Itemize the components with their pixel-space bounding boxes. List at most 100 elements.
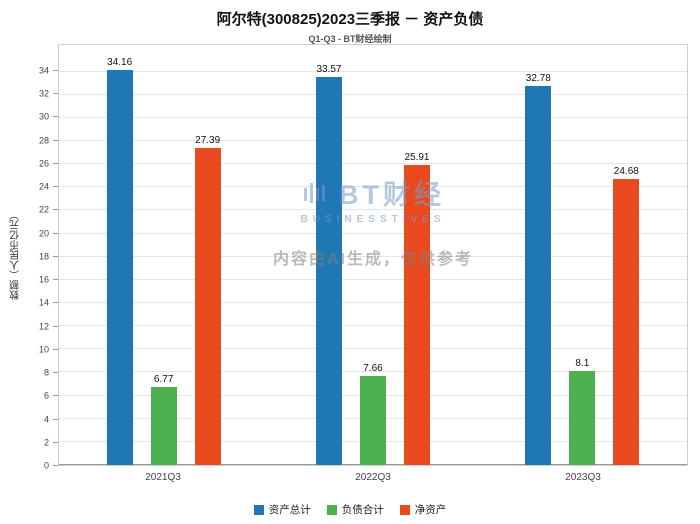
y-tick-mark [53,116,58,118]
bar-wrap: 7.66 [359,45,386,465]
gridline [59,140,687,142]
bar-value-label: 8.1 [575,358,590,370]
y-tick-label: 4 [43,414,49,424]
y-tick-label: 28 [38,135,49,145]
y-tick-mark [53,325,58,327]
y-tick-label: 16 [38,274,49,285]
bar-value-label: 32.78 [525,72,551,84]
chart-subtitle: Q1-Q3 - BT财经绘制 [308,34,392,44]
legend-label: 资产总计 [268,504,311,516]
legend-swatch [326,504,337,515]
gridline [59,302,687,304]
legend: 资产总计 负债合计 净资产 [0,502,700,517]
y-tick-mark [53,302,58,304]
bar-value-label: 27.39 [195,135,221,147]
bar-2021Q3-资产总计 [106,69,133,465]
y-tick-label: 26 [38,158,49,169]
bar-group-2023Q3: 32.78 8.1 24.68 [525,45,640,465]
y-tick-label: 0 [43,460,49,471]
y-tick-mark [53,348,58,350]
y-tick-label: 32 [38,88,49,99]
y-tick-label: 14 [38,297,49,308]
bar-2022Q3-资产总计 [315,76,342,465]
y-tick-mark [53,209,58,211]
bar-value-label: 34.16 [107,56,133,68]
y-tick-mark [53,441,58,443]
legend-item-净资产: 净资产 [399,502,447,517]
gridline [59,278,687,280]
y-tick-label: 10 [38,344,49,355]
gridline [59,371,687,373]
legend-label: 净资产 [414,504,447,516]
y-tick-label: 34 [38,65,49,76]
gridline [59,186,687,188]
y-tick-mark [53,372,58,373]
y-tick-label: 30 [38,111,49,122]
bar-wrap: 25.91 [403,45,430,465]
bar-wrap: 24.68 [613,45,640,465]
bar-groups: 34.16 6.77 27.39 33.57 7.66 25.91 32.78 8.1 24.6… [59,45,687,465]
y-tick-mark [53,186,58,187]
gridline [59,70,687,72]
bar-2021Q3-净资产 [194,148,221,465]
bar-wrap: 34.16 [106,45,133,465]
bar-group-2021Q3: 34.16 6.77 27.39 [106,45,221,465]
x-tick-label: 2022Q3 [355,471,391,483]
y-tick-mark [53,139,58,141]
legend-item-资产总计: 资产总计 [253,502,311,517]
bar-value-label: 6.77 [153,373,174,385]
y-tick-mark [53,93,58,94]
y-tick-label: 22 [38,204,49,215]
gridline [59,232,687,234]
y-tick-mark [53,279,58,280]
bar-group-2022Q3: 33.57 7.66 25.91 [315,45,430,465]
gridline [59,348,687,350]
y-tick-label: 24 [38,181,49,192]
y-tick-label: 6 [43,390,49,401]
chart-area: 数额（人民币亿元） 0 2 4 6 8 10 12 14 16 18 20 22 24 26 28 30 32 3… [8,44,688,488]
y-tick-mark [53,162,58,164]
bar-value-label: 7.66 [363,363,383,375]
bar-wrap: 27.39 [194,45,221,465]
y-tick-mark [53,395,58,397]
x-tick-label: 2023Q3 [565,471,601,483]
bar-2023Q3-资产总计 [525,85,552,465]
y-tick-label: 18 [38,251,49,262]
x-axis-labels: 2021Q3 2022Q3 2023Q3 [58,466,688,488]
legend-swatch [253,504,264,515]
legend-label: 负债合计 [341,504,384,516]
y-tick-label: 8 [43,367,49,378]
y-tick-mark [53,69,58,71]
bar-value-label: 24.68 [613,166,639,178]
gridline [59,93,687,95]
bar-2023Q3-负债合计 [569,371,596,465]
legend-swatch [399,504,410,515]
y-tick-mark [53,465,58,466]
bar-2021Q3-负债合计 [150,386,177,465]
y-tick-mark [53,418,58,420]
y-tick-label: 12 [38,321,49,331]
y-tick-mark [53,232,58,234]
gridline [59,209,687,211]
y-axis-ticks: 0 2 4 6 8 10 12 14 16 18 20 22 24 26 28 30 32 34 [24,44,58,470]
plot-area: BT财经 BUSINESSTIVES 内容由AI生成，仅供参考 34.16 6.7… [58,44,688,466]
x-tick-label: 2021Q3 [145,471,181,483]
bar-2023Q3-净资产 [613,179,640,465]
bar-value-label: 25.91 [404,152,430,164]
gridline [59,255,687,257]
gridline [59,163,687,165]
y-tick-label: 20 [38,228,49,238]
bar-wrap: 32.78 [525,45,552,465]
bar-wrap: 33.57 [315,45,342,465]
bar-2022Q3-净资产 [403,165,430,465]
gridline [59,116,687,118]
y-tick-label: 2 [43,437,49,448]
bar-2022Q3-负债合计 [359,376,386,465]
chart-title: 阿尔特(300825)2023三季报 － 资产负债 [216,11,484,28]
legend-item-负债合计: 负债合计 [326,502,384,517]
y-tick-mark [53,255,58,257]
gridline [59,325,687,327]
bar-wrap: 8.1 [569,45,596,465]
bar-value-label: 33.57 [316,63,342,75]
